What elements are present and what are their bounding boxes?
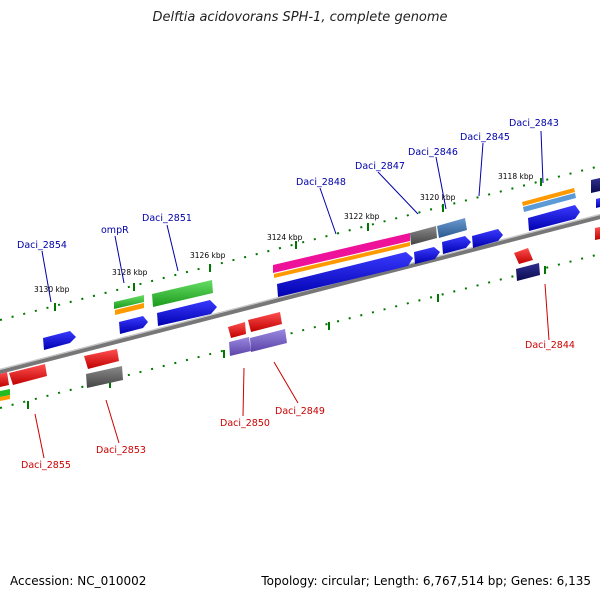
gene-arrow[interactable] [596,198,600,208]
gene-arrow[interactable] [86,366,123,388]
map-title: Delftia acidovorans SPH-1, complete geno… [152,10,448,25]
gene-label-daci-2844[interactable]: Daci_2844 [525,340,575,351]
kbp-label: 3124 kbp [267,233,303,242]
genome-axis-highlight [0,213,600,371]
gene-label-daci-2854[interactable]: Daci_2854 [17,240,67,251]
gene-arrow[interactable] [595,227,600,240]
gene-label-daci-2849[interactable]: Daci_2849 [275,406,325,417]
gene-label-daci-2853[interactable]: Daci_2853 [96,445,146,456]
gene-arrow[interactable] [114,295,144,309]
accession-text: Accession: NC_010002 [10,574,147,588]
gene-arrow[interactable] [250,329,287,352]
gene-arrow[interactable] [437,218,467,238]
kbp-label: 3122 kbp [344,212,380,221]
gene-label-daci-2855[interactable]: Daci_2855 [21,460,71,471]
gene-label-daci-2846[interactable]: Daci_2846 [408,147,458,158]
upper-tick-row [0,165,600,321]
gene-arrow[interactable] [228,322,246,338]
gene-arrow[interactable] [248,312,282,332]
minus-strand-features [0,227,600,401]
kbp-label: 3128 kbp [112,268,148,277]
gene-arrow[interactable] [523,193,576,212]
gene-label-ompr[interactable]: ompR [101,225,129,236]
gene-label-daci-2850[interactable]: Daci_2850 [220,418,270,429]
gene-arrow[interactable] [119,316,148,334]
kbp-label: 3118 kbp [498,172,534,181]
gene-arrow[interactable] [522,188,575,206]
gene-label-daci-2848[interactable]: Daci_2848 [296,177,346,188]
gene-arrow[interactable] [277,252,413,297]
gene-arrow[interactable] [410,226,437,245]
gene-arrow[interactable] [157,300,217,326]
genome-axis-line [0,213,600,375]
gene-arrow[interactable] [414,247,440,264]
gene-arrow[interactable] [442,236,471,254]
gene-label-daci-2847[interactable]: Daci_2847 [355,161,405,172]
gene-arrow[interactable] [591,178,600,193]
gene-label-daci-2845[interactable]: Daci_2845 [460,132,510,143]
gene-arrow[interactable] [528,205,580,231]
plus-strand-features [43,178,600,350]
kbp-label: 3120 kbp [420,193,456,202]
gene-label-daci-2843[interactable]: Daci_2843 [509,118,559,129]
gene-arrow[interactable] [472,229,503,248]
gene-arrow[interactable] [9,364,47,385]
kbp-label: 3126 kbp [190,251,226,260]
gene-arrow[interactable] [274,242,410,278]
lower-tick-row [0,253,600,409]
gene-arrow[interactable] [43,331,76,350]
gene-arrow[interactable] [84,349,119,369]
gene-arrow[interactable] [0,395,10,401]
gene-arrow[interactable] [229,337,251,356]
gene-arrow[interactable] [514,248,533,264]
gene-arrow[interactable] [0,372,9,387]
kbp-label: 3130 kbp [34,285,70,294]
genome-summary-text: Topology: circular; Length: 6,767,514 bp… [261,574,591,588]
gene-arrow[interactable] [516,263,540,281]
gene-arrow[interactable] [115,303,144,315]
gene-arrow[interactable] [152,280,213,307]
gene-label-daci-2851[interactable]: Daci_2851 [142,213,192,224]
label-leaders [34,130,550,459]
gene-arrow[interactable] [0,389,10,397]
gene-arrow[interactable] [273,233,410,273]
major-ticks [27,178,546,409]
